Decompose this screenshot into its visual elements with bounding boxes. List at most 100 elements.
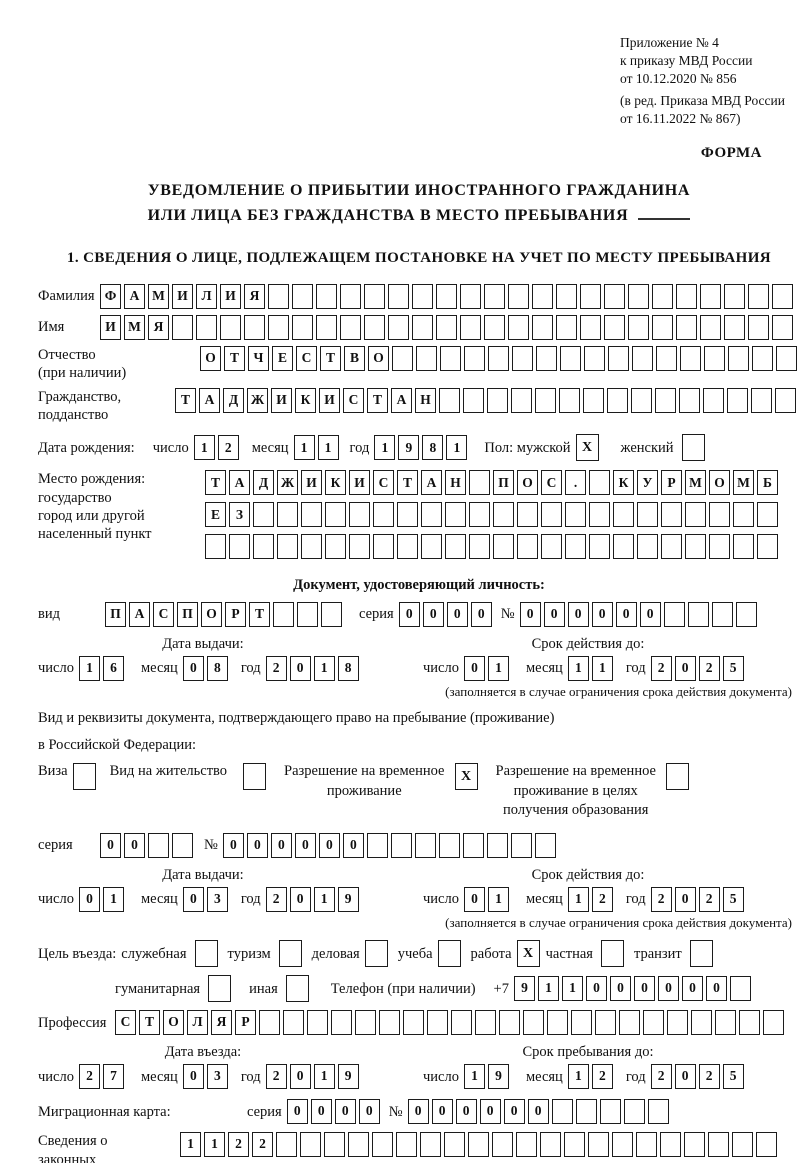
char-cell[interactable]: 9 [398, 435, 420, 461]
char-cell[interactable]: 0 [639, 601, 661, 627]
char-cell[interactable] [379, 1010, 400, 1036]
char-cell[interactable] [220, 314, 241, 340]
temp-permit-checkbox[interactable]: X [454, 763, 478, 791]
char-cell[interactable] [388, 283, 409, 309]
char-cell[interactable]: 9 [487, 1064, 509, 1090]
char-cell[interactable] [253, 534, 274, 560]
char-cell[interactable] [403, 1010, 424, 1036]
char-cell[interactable]: 2 [650, 887, 672, 912]
char-cell[interactable]: 1 [537, 976, 559, 1002]
char-cell[interactable]: . [565, 470, 586, 496]
char-cell[interactable]: 2 [265, 887, 287, 912]
char-cell[interactable]: Я [211, 1010, 232, 1036]
char-cell[interactable] [277, 534, 298, 560]
char-cell[interactable] [599, 1099, 621, 1125]
char-cell[interactable]: И [301, 470, 322, 496]
purpose-work-checkbox[interactable]: X [516, 940, 540, 968]
char-cell[interactable] [589, 470, 610, 496]
char-cell[interactable]: 0 [470, 601, 492, 627]
char-cell[interactable] [516, 1132, 537, 1158]
char-cell[interactable] [715, 1010, 736, 1036]
visa-checkbox[interactable] [72, 763, 96, 791]
char-cell[interactable] [560, 345, 581, 371]
char-cell[interactable] [172, 832, 193, 858]
char-cell[interactable] [172, 314, 193, 340]
char-cell[interactable] [532, 314, 553, 340]
char-cell[interactable]: Д [223, 388, 244, 414]
char-cell[interactable] [445, 534, 466, 560]
purpose-official-checkbox[interactable] [194, 940, 218, 968]
char-cell[interactable] [637, 502, 658, 528]
char-cell[interactable] [397, 534, 418, 560]
char-cell[interactable] [468, 1132, 489, 1158]
char-cell[interactable] [414, 832, 436, 858]
char-cell[interactable]: 0 [286, 1099, 308, 1125]
char-cell[interactable]: М [148, 283, 169, 309]
char-cell[interactable]: Е [272, 345, 293, 371]
char-cell[interactable] [676, 283, 697, 309]
char-cell[interactable]: Т [139, 1010, 160, 1036]
char-cell[interactable]: 2 [650, 655, 672, 681]
char-cell[interactable] [487, 388, 508, 414]
char-cell[interactable]: И [319, 388, 340, 414]
char-cell[interactable]: 1 [313, 1064, 335, 1090]
char-cell[interactable]: 1 [317, 435, 339, 461]
char-cell[interactable]: П [177, 601, 198, 627]
char-cell[interactable] [632, 345, 653, 371]
char-cell[interactable] [488, 345, 509, 371]
char-cell[interactable] [540, 1132, 561, 1158]
char-cell[interactable]: 1 [561, 976, 583, 1002]
purpose-private-checkbox[interactable] [600, 940, 624, 968]
char-cell[interactable]: 3 [206, 887, 228, 912]
char-cell[interactable] [691, 1010, 712, 1036]
char-cell[interactable] [340, 314, 361, 340]
char-cell[interactable]: Т [175, 388, 196, 414]
char-cell[interactable] [607, 388, 628, 414]
char-cell[interactable] [492, 1132, 513, 1158]
char-cell[interactable]: Н [445, 470, 466, 496]
char-cell[interactable]: 0 [270, 832, 292, 858]
char-cell[interactable]: О [163, 1010, 184, 1036]
char-cell[interactable]: 0 [543, 601, 565, 627]
char-cell[interactable] [564, 1132, 585, 1158]
char-cell[interactable] [661, 502, 682, 528]
char-cell[interactable] [196, 314, 217, 340]
char-cell[interactable] [277, 502, 298, 528]
char-cell[interactable]: И [172, 283, 193, 309]
char-cell[interactable] [292, 314, 313, 340]
char-cell[interactable]: А [199, 388, 220, 414]
char-cell[interactable]: П [105, 601, 126, 627]
char-cell[interactable]: 1 [591, 655, 613, 681]
char-cell[interactable]: О [368, 345, 389, 371]
char-cell[interactable] [727, 388, 748, 414]
char-cell[interactable]: 2 [698, 1064, 720, 1090]
purpose-study-checkbox[interactable] [437, 940, 461, 968]
char-cell[interactable] [739, 1010, 760, 1036]
char-cell[interactable]: М [685, 470, 706, 496]
char-cell[interactable]: Т [249, 601, 270, 627]
char-cell[interactable] [551, 1099, 573, 1125]
char-cell[interactable] [301, 502, 322, 528]
char-cell[interactable] [656, 345, 677, 371]
char-cell[interactable] [703, 388, 724, 414]
char-cell[interactable]: А [124, 283, 145, 309]
char-cell[interactable] [667, 1010, 688, 1036]
char-cell[interactable] [416, 345, 437, 371]
char-cell[interactable] [565, 502, 586, 528]
char-cell[interactable]: И [100, 314, 121, 340]
char-cell[interactable] [547, 1010, 568, 1036]
char-cell[interactable]: 2 [217, 435, 239, 461]
char-cell[interactable] [772, 314, 793, 340]
char-cell[interactable]: 5 [722, 1064, 744, 1090]
char-cell[interactable] [575, 1099, 597, 1125]
char-cell[interactable]: О [201, 601, 222, 627]
char-cell[interactable] [451, 1010, 472, 1036]
char-cell[interactable] [444, 1132, 465, 1158]
char-cell[interactable]: С [296, 345, 317, 371]
char-cell[interactable]: 0 [318, 832, 340, 858]
char-cell[interactable]: 0 [479, 1099, 501, 1125]
char-cell[interactable] [301, 534, 322, 560]
char-cell[interactable] [733, 502, 754, 528]
char-cell[interactable] [772, 283, 793, 309]
char-cell[interactable]: 0 [289, 655, 311, 681]
